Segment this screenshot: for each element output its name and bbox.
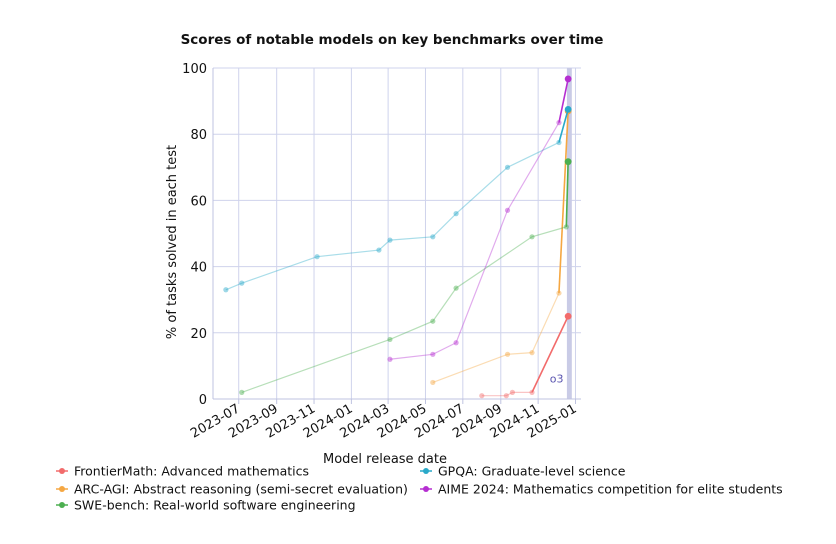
legend-marker xyxy=(59,502,65,508)
data-point xyxy=(387,356,393,362)
legend-item: ARC-AGI: Abstract reasoning (semi-secret… xyxy=(56,482,408,497)
legend-marker xyxy=(423,486,429,492)
data-point xyxy=(430,351,436,357)
data-point xyxy=(430,379,436,386)
data-point xyxy=(556,290,562,296)
series-line-faded xyxy=(432,292,560,384)
data-point xyxy=(387,336,393,343)
data-point xyxy=(314,254,320,260)
legend-marker xyxy=(423,468,429,474)
data-point xyxy=(430,234,436,240)
highlight-band xyxy=(566,68,572,399)
o3-highlight-band xyxy=(566,68,572,399)
series-line-faded xyxy=(225,141,560,291)
data-point xyxy=(564,75,572,83)
data-point xyxy=(453,211,459,217)
data-point xyxy=(564,312,572,320)
series-layer: o3 xyxy=(223,75,572,399)
legend-marker xyxy=(59,486,65,492)
legend-label: AIME 2024: Mathematics competition for e… xyxy=(438,482,783,497)
series-line-faded xyxy=(389,122,560,360)
data-point xyxy=(556,139,562,146)
annotation-label: o3 xyxy=(550,372,564,385)
legend-item: SWE-bench: Real-world software engineeri… xyxy=(56,498,356,513)
axes: 0204060801002023-072023-092023-112024-01… xyxy=(182,62,581,442)
data-point xyxy=(503,393,509,399)
data-point xyxy=(564,158,572,166)
series-0 xyxy=(479,312,572,399)
series-line-highlight xyxy=(531,315,569,393)
data-point xyxy=(504,207,511,213)
y-tick-label: 40 xyxy=(190,261,207,276)
chart-title: Scores of notable models on key benchmar… xyxy=(181,32,604,48)
data-point xyxy=(556,120,562,126)
series-line-highlight xyxy=(558,110,569,294)
data-point xyxy=(504,351,511,357)
legend-label: FrontierMath: Advanced mathematics xyxy=(74,464,309,479)
legend-label: ARC-AGI: Abstract reasoning (semi-secret… xyxy=(74,482,408,497)
y-axis-label: % of tasks solved in each test xyxy=(165,145,180,339)
data-point xyxy=(529,350,535,356)
data-point xyxy=(563,224,569,230)
series-line-highlight xyxy=(558,109,569,143)
data-point xyxy=(529,234,535,240)
data-point xyxy=(453,285,459,291)
series-1 xyxy=(430,107,572,386)
data-point xyxy=(564,105,572,113)
data-point xyxy=(239,389,245,395)
series-line-highlight xyxy=(558,78,569,123)
y-tick-label: 60 xyxy=(190,194,207,209)
legend-label: GPQA: Graduate-level science xyxy=(438,464,626,479)
legend: FrontierMath: Advanced mathematics GPQA: … xyxy=(56,464,783,513)
legend-label: SWE-bench: Real-world software engineeri… xyxy=(74,498,356,513)
x-axis-label: Model release date xyxy=(323,452,447,467)
grid xyxy=(213,67,581,400)
legend-item: GPQA: Graduate-level science xyxy=(420,464,626,479)
series-3 xyxy=(223,105,572,293)
data-point xyxy=(504,164,511,170)
legend-marker xyxy=(59,468,65,474)
y-tick-label: 20 xyxy=(190,327,207,342)
y-tick-label: 80 xyxy=(190,128,207,143)
data-point xyxy=(376,247,382,253)
series-line-highlight xyxy=(565,161,569,227)
series-line-faded xyxy=(241,226,567,393)
data-point xyxy=(387,237,393,243)
data-point xyxy=(239,280,245,286)
legend-item: AIME 2024: Mathematics competition for e… xyxy=(420,482,783,497)
series-line-faded xyxy=(481,391,533,397)
data-point xyxy=(509,389,516,395)
y-tick-label: 100 xyxy=(182,62,207,77)
data-point xyxy=(223,287,229,293)
data-point xyxy=(479,393,485,399)
data-point xyxy=(430,318,436,324)
data-point xyxy=(453,340,459,346)
series-2 xyxy=(239,158,572,395)
data-point xyxy=(529,389,535,395)
y-tick-label: 0 xyxy=(199,393,207,408)
series-4 xyxy=(387,75,572,362)
legend-item: FrontierMath: Advanced mathematics xyxy=(56,464,309,479)
